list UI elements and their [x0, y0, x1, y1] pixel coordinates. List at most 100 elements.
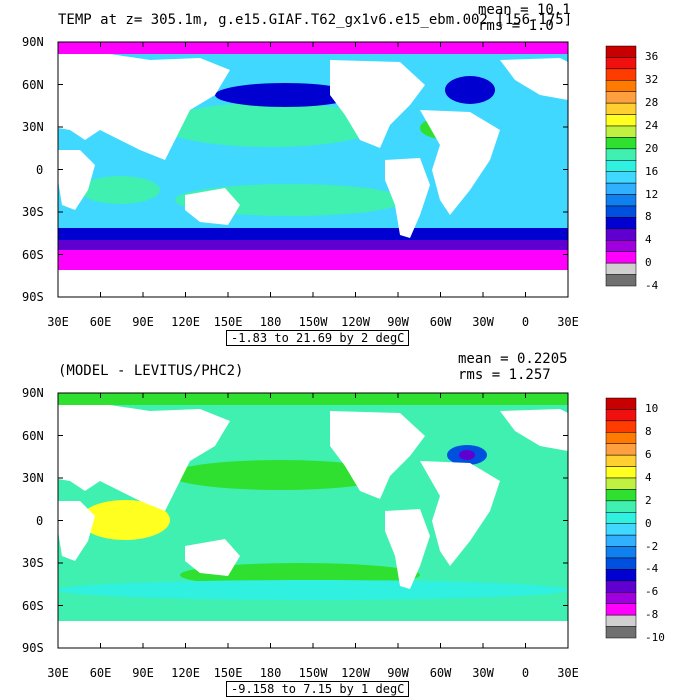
bottom-colorbar-label: 4 — [645, 471, 652, 484]
top-colorbar-swatch — [605, 148, 637, 161]
bottom-lon-label: 90E — [132, 666, 154, 680]
bottom-colorbar-label: 8 — [645, 425, 652, 439]
bottom-colorbar-swatch — [605, 409, 637, 422]
top-lat-label-30s: 30S — [22, 205, 44, 219]
top-colorbar-swatch — [605, 171, 637, 184]
bottom-colorbar-swatch — [605, 477, 637, 490]
bottom-lon-label: 60W — [429, 666, 452, 680]
top-colorbar-swatch — [605, 137, 637, 150]
bottom-lat-label-30n: 30N — [22, 471, 44, 485]
bottom-lon-label: 150E — [213, 666, 243, 680]
bottom-so-band — [58, 580, 568, 600]
top-colorbar-label: 20 — [645, 141, 659, 155]
colorbars — [605, 45, 637, 639]
top-lat-label-90n: 90N — [22, 35, 44, 49]
bottom-natl-core — [459, 450, 475, 460]
top-colorbar-swatch — [605, 274, 637, 287]
top-colorbar-swatch — [605, 45, 637, 58]
top-lon-label: 30E — [557, 315, 579, 329]
bottom-colorbar-label: -6 — [645, 585, 659, 599]
top-title: TEMP at z= 305.1m, g.e15.GIAF.T62_gx1v6.… — [58, 12, 573, 28]
top-io-warm — [80, 176, 160, 204]
top-colorbar-label: 12 — [645, 187, 659, 201]
top-lon-label: 30W — [472, 315, 494, 329]
top-labrador-cold — [445, 76, 495, 104]
bottom-colorbar-label: -4 — [645, 562, 659, 576]
bottom-io-warm — [80, 500, 170, 540]
bottom-lat-label-eq: 0 — [36, 514, 44, 528]
top-colorbar-swatch — [605, 160, 637, 172]
bottom-lon-label: 0 — [521, 666, 530, 680]
bottom-colorbar-swatch — [605, 397, 637, 410]
top-lat-label-eq: 0 — [36, 163, 44, 177]
bottom-colorbar-swatch — [605, 523, 637, 536]
bottom-colorbar-swatch — [605, 534, 637, 547]
axis-ticks — [57, 41, 569, 649]
top-colorbar-swatch — [605, 57, 637, 70]
top-mean: mean = 10.1 — [478, 2, 571, 18]
bottom-lon-label: 150W — [298, 666, 328, 680]
top-colorbar-label: -4 — [645, 279, 659, 292]
bottom-lon-label: 30E — [47, 666, 69, 680]
top-lon-label: 120W — [341, 315, 370, 329]
top-lat-label-90s: 90S — [22, 290, 44, 304]
top-colorbar-swatch — [605, 228, 637, 241]
bottom-colorbar-swatch — [605, 454, 637, 467]
bottom-colorbar-label: -8 — [645, 608, 659, 622]
bottom-colorbar-swatch — [605, 546, 637, 559]
bottom-colorbar-swatch — [605, 569, 637, 582]
bottom-colorbar-label: -2 — [645, 539, 659, 553]
top-colorbar-label: 16 — [645, 164, 659, 178]
bottom-colorbar-label: 10 — [645, 402, 659, 416]
top-colorbar-swatch — [605, 102, 637, 115]
top-colorbar-swatch — [605, 262, 637, 275]
bottom-colorbar-swatch — [605, 614, 637, 627]
top-southern-band-magenta — [58, 250, 568, 270]
top-npac-cold — [215, 83, 355, 107]
bottom-colorbar-label: 6 — [645, 448, 652, 462]
bottom-colorbar-swatch — [605, 626, 637, 639]
bottom-lon-label: 30W — [472, 666, 494, 680]
bottom-lon-label: 60E — [89, 666, 112, 680]
top-colorbar-label: 28 — [645, 96, 659, 110]
top-colorbar-swatch — [605, 80, 637, 92]
top-land — [58, 54, 568, 238]
bottom-colorbar-swatch — [605, 580, 637, 593]
bottom-lat-label-60s: 60S — [22, 599, 44, 613]
bottom-colorbar-swatch — [605, 592, 637, 604]
top-lon-label: 180 — [259, 315, 282, 329]
top-colorbar-swatch — [605, 217, 637, 230]
top-colorbar-swatch — [605, 125, 637, 138]
top-colorbar-swatch — [605, 205, 637, 218]
bottom-range-box: -9.158 to 7.15 by 1 degC — [226, 681, 410, 697]
top-lat-label-60s: 60S — [22, 248, 44, 262]
top-range-box: -1.83 to 21.69 by 2 degC — [226, 330, 410, 346]
top-lon-label: 150E — [213, 315, 243, 329]
top-southern-band-violet — [58, 240, 568, 250]
top-lon-label: 90W — [387, 315, 409, 329]
bottom-colorbar-swatch — [605, 443, 637, 456]
bottom-lat-label-90s: 90S — [22, 641, 44, 655]
top-lon-label: 60E — [89, 315, 112, 329]
top-colorbar-swatch — [605, 182, 637, 195]
bottom-colorbar-swatch — [605, 512, 637, 524]
top-lon-label: 120E — [171, 315, 200, 329]
bottom-lat-label-30s: 30S — [22, 556, 44, 570]
top-lat-label-60n: 60N — [22, 78, 44, 92]
bottom-colorbar-swatch — [605, 420, 637, 433]
top-colorbar-label: 36 — [645, 50, 659, 64]
top-map — [58, 42, 568, 297]
bottom-colorbar-swatch — [605, 466, 637, 479]
top-rms: rms = 1.0 — [478, 18, 554, 34]
top-colorbar-swatch — [605, 251, 637, 264]
top-colorbar-swatch — [605, 68, 637, 81]
top-lon-label: 30E — [47, 315, 69, 329]
bottom-lon-label: 120W — [341, 666, 370, 680]
top-colorbar-label: 0 — [645, 256, 652, 270]
top-colorbar-label: 8 — [645, 210, 652, 224]
bottom-colorbar-swatch — [605, 500, 637, 513]
bottom-land — [58, 405, 568, 589]
top-colorbar-label: 32 — [645, 73, 659, 87]
top-colorbar-swatch — [605, 114, 637, 127]
bottom-colorbar-swatch — [605, 432, 637, 444]
